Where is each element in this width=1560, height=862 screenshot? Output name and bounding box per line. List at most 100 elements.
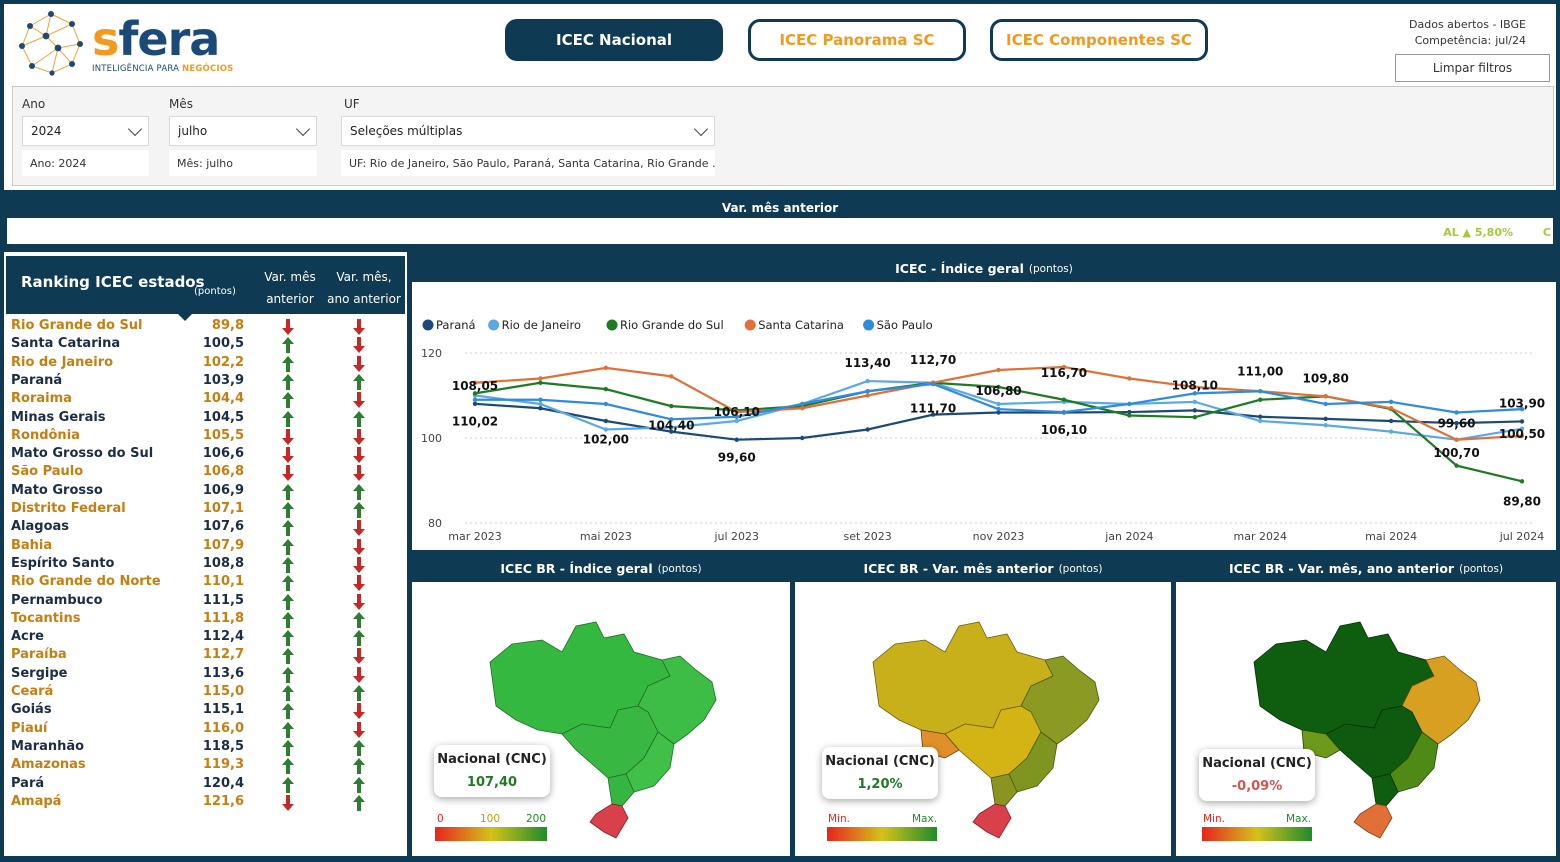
state-value: 106,8	[202, 464, 244, 480]
ranking-row[interactable]: Acre 112,4	[4, 629, 407, 647]
ranking-row[interactable]: Rio Grande do Norte 110,1	[4, 574, 407, 592]
series-point	[1192, 408, 1198, 413]
brazil-map[interactable]	[795, 582, 1171, 856]
state-value: 118,5	[202, 738, 244, 754]
data-label: 108,10	[1172, 379, 1218, 393]
arrow-down-icon	[280, 446, 296, 464]
line-chart[interactable]: 80 100 120 mar 2023 mai 2023 jul 2023 set 2023…	[412, 282, 1556, 550]
map-region-south[interactable]	[607, 773, 635, 807]
tab-icec-panorama-sc[interactable]: ICEC Panorama SC	[748, 19, 966, 61]
ranking-row[interactable]: Amazonas 119,3	[4, 757, 407, 775]
legend-label: Rio Grande do Sul	[620, 318, 724, 332]
arrow-up-icon	[280, 410, 296, 428]
map-region-southeast[interactable]	[1389, 731, 1439, 793]
series-point	[603, 418, 609, 424]
ranking-row[interactable]: Tocantins 111,8	[4, 611, 407, 629]
series-point	[603, 401, 609, 407]
ranking-row[interactable]: Distrito Federal 107,1	[4, 501, 407, 519]
ranking-row[interactable]: Paraná 103,9	[4, 373, 407, 391]
ranking-row[interactable]: Bahia 107,9	[4, 538, 407, 556]
ranking-row[interactable]: Rondônia 105,5	[4, 428, 407, 446]
ranking-row[interactable]: Pernambuco 111,5	[4, 593, 407, 611]
ano-dropdown[interactable]: 2024	[22, 116, 149, 146]
legend-item[interactable]: Paraná	[422, 318, 476, 332]
state-value: 112,7	[202, 647, 244, 663]
cnc-card: Nacional (CNC) 107,40	[434, 745, 550, 797]
legend-item[interactable]: Rio Grande do Sul	[606, 318, 724, 332]
ranking-row[interactable]: Maranhão 118,5	[4, 739, 407, 757]
legend-item[interactable]: Santa Catarina	[744, 318, 844, 332]
arrow-up-icon	[280, 538, 296, 556]
tab-icec-nacional[interactable]: ICEC Nacional	[505, 19, 723, 61]
ranking-row[interactable]: Paraíba 112,7	[4, 647, 407, 665]
map-region-northeast[interactable]	[1401, 655, 1481, 745]
ranking-row[interactable]: Goiás 115,1	[4, 702, 407, 720]
ranking-row[interactable]: Piauí 116,0	[4, 721, 407, 739]
ranking-row[interactable]: Roraima 104,4	[4, 391, 407, 409]
col-var-ano-header[interactable]: Var. mês, ano anterior	[327, 270, 401, 306]
ranking-row[interactable]: Mato Grosso 106,9	[4, 483, 407, 501]
col-var-mes-header[interactable]: Var. mês anterior	[264, 270, 316, 306]
ranking-row[interactable]: Santa Catarina 100,5	[4, 336, 407, 354]
ranking-panel: Ranking ICEC estados (pontos) Var. mês an…	[4, 252, 407, 856]
ranking-row[interactable]: Alagoas 107,6	[4, 519, 407, 537]
series-point	[1127, 413, 1132, 418]
data-source-info: Dados abertos - IBGE Competência: jul/24	[1409, 17, 1526, 49]
series-point	[1258, 397, 1263, 402]
uf-dropdown[interactable]: Seleções múltiplas	[341, 116, 715, 146]
competencia-label: Competência:	[1414, 34, 1492, 47]
ranking-row[interactable]: Pará 120,4	[4, 776, 407, 794]
state-value: 107,6	[202, 519, 244, 535]
series-point	[865, 389, 870, 394]
series-point	[472, 380, 478, 385]
series-point	[996, 384, 1001, 390]
ano-summary: Ano: 2024	[22, 150, 149, 176]
ranking-row[interactable]: Rio de Janeiro 102,2	[4, 355, 407, 373]
arrow-up-icon	[280, 611, 296, 629]
arrow-up-icon	[351, 757, 367, 775]
map-region-rs[interactable]	[972, 803, 1012, 839]
clear-filters-button[interactable]: Limpar filtros	[1395, 54, 1550, 82]
sfera-logo: sfera INTELIGÊNCIA PARA NEGÓCIOS	[16, 10, 236, 76]
ranking-row[interactable]: Mato Grosso do Sul 106,6	[4, 446, 407, 464]
state-value: 107,9	[202, 537, 244, 553]
brazil-map[interactable]	[1176, 582, 1556, 856]
arrow-down-icon	[351, 556, 367, 574]
ranking-row[interactable]: Espírito Santo 108,8	[4, 556, 407, 574]
legend-item[interactable]: Rio de Janeiro	[488, 318, 581, 332]
ranking-row[interactable]: Ceará 115,0	[4, 684, 407, 702]
y-tick-label: 100	[421, 432, 442, 445]
arrow-down-icon	[351, 464, 367, 482]
state-name: Rondônia	[11, 427, 80, 443]
tab-icec-componentes-sc[interactable]: ICEC Componentes SC	[990, 19, 1208, 61]
mes-dropdown[interactable]: julho	[169, 116, 317, 146]
uf-label: UF	[344, 97, 360, 111]
ranking-header: Ranking ICEC estados (pontos) Var. mês an…	[6, 256, 405, 314]
brazil-map[interactable]	[412, 582, 790, 856]
map-region-northeast[interactable]	[1020, 655, 1100, 745]
sort-pointer	[176, 312, 194, 321]
state-name: São Paulo	[11, 464, 84, 480]
series-point	[538, 401, 543, 407]
map-region-south[interactable]	[1371, 773, 1399, 807]
ranking-row[interactable]: Sergipe 113,6	[4, 666, 407, 684]
ranking-row[interactable]: Minas Gerais 104,5	[4, 410, 407, 428]
cnc-card-title: Nacional (CNC)	[437, 752, 547, 767]
map-region-rs[interactable]	[1353, 803, 1393, 839]
arrow-down-icon	[351, 355, 367, 373]
map-region-northeast[interactable]	[637, 655, 717, 745]
ranking-row[interactable]: Rio Grande do Sul 89,8	[4, 318, 407, 336]
ranking-row[interactable]: São Paulo 106,8	[4, 464, 407, 482]
map-region-southeast[interactable]	[625, 731, 675, 793]
arrow-up-icon	[280, 739, 296, 757]
arrow-up-icon	[351, 629, 367, 647]
map-region-south[interactable]	[990, 773, 1018, 807]
map-region-southeast[interactable]	[1008, 731, 1058, 793]
series-point	[865, 427, 870, 432]
series-point	[669, 429, 674, 434]
map-region-rs[interactable]	[589, 803, 629, 839]
series-point	[1519, 433, 1525, 439]
state-value: 104,4	[202, 391, 244, 407]
legend-item[interactable]: São Paulo	[863, 318, 933, 332]
ranking-row[interactable]: Amapá 121,6	[4, 794, 407, 812]
